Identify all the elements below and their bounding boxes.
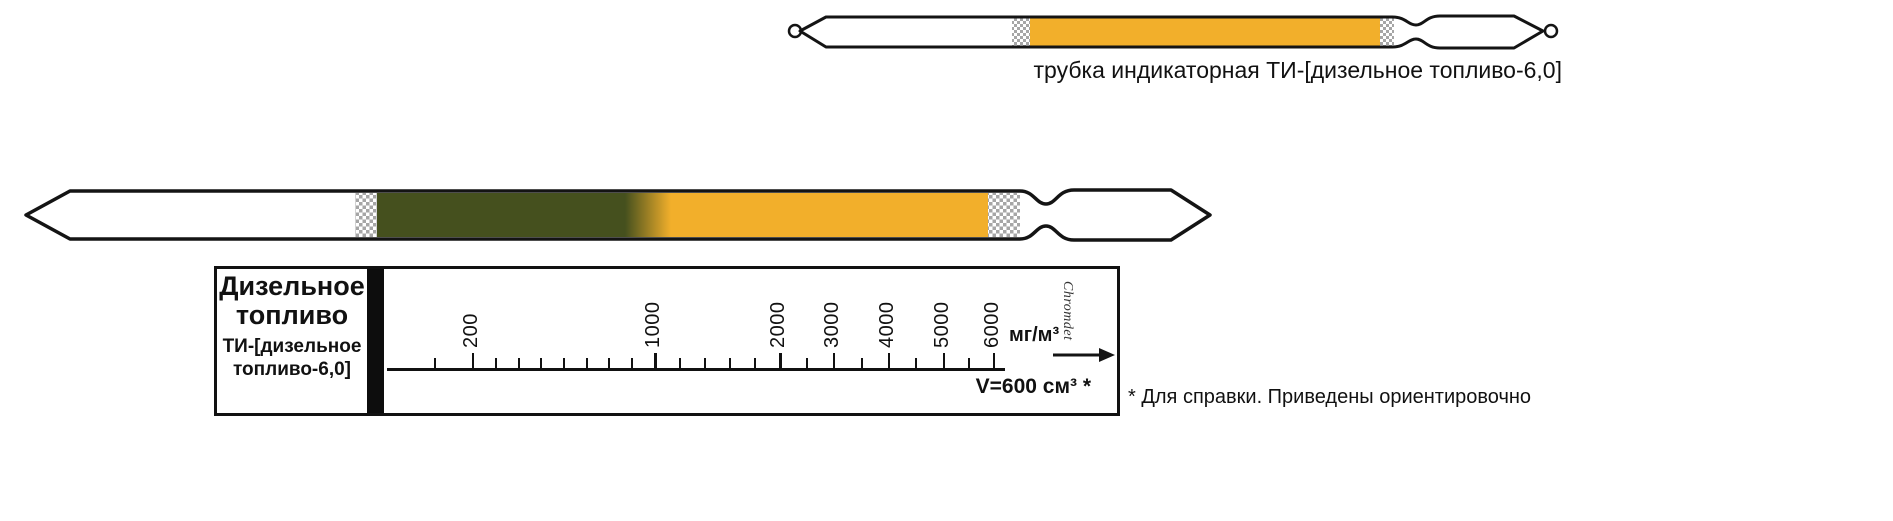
tube-reagent-fill [1030,18,1380,46]
watermark-text: Chromdet [1060,281,1075,341]
scale-tick [968,358,971,369]
scale-tick [678,358,681,369]
scale-tick [607,358,610,369]
scale-tick [992,353,996,369]
tube-model-line1: ТИ-[дизельное [222,336,362,358]
tube-transition-zone [625,193,671,237]
flow-direction-arrow-icon [1053,348,1115,362]
tube-outline [24,188,1212,242]
scale-tick-label: 3000 [820,301,843,349]
scale-tick [832,353,836,369]
scale-label-panel: Дизельное топливо ТИ-[дизельное топливо-… [217,269,367,413]
tube-wad [355,193,377,237]
scale-tick [654,353,657,369]
sample-volume-label: V=600 см³ * [975,375,1091,398]
scale-tick [753,358,756,369]
scale-tick-label: 4000 [875,301,898,349]
scale-tick [630,358,633,369]
scale-start-bar [367,269,384,413]
scale-tick [728,358,731,369]
scale-tick [586,358,589,369]
tube-right-tip [1543,23,1559,39]
tube-wad [1380,18,1394,46]
product-name-line2: топливо [235,299,349,330]
scale-tick-label: 1000 [642,301,665,349]
scale-tick [915,358,917,369]
scale-tick-label: 6000 [980,301,1003,349]
scale-tick [562,358,565,369]
indicator-tube-unused-drawing [787,14,1559,50]
indicator-tube-reacted-drawing [24,188,1212,242]
indicator-tube-unused-illustration [786,6,1561,56]
scale-tick [539,358,542,369]
scale-tick-label: 5000 [930,301,953,349]
scale-tick [704,358,707,369]
product-name-line1: Дизельное [219,271,365,301]
tube-reacted-zone [377,193,625,237]
top-tube-caption: трубка индикаторная ТИ-[дизельное топлив… [1033,57,1562,83]
scale-card: Дизельное топливо ТИ-[дизельное топливо-… [214,266,1120,416]
tube-model: ТИ-[дизельное топливо-6,0] [217,336,367,381]
scale-tick-label: 200 [459,313,482,348]
tube-wad [1012,18,1030,46]
scale-tick [779,353,782,369]
tube-outline [798,14,1545,50]
scale-tick [887,353,891,369]
tube-model-line2: топливо-6,0] [233,358,351,380]
scale-axis: 200 1000 2000 3000 4000 5000 6000 [387,277,1005,371]
scale-tick [518,358,521,369]
scale-tick [942,353,946,369]
scale-tick [806,358,809,369]
tube-wad [988,193,1020,237]
scale-tick-label: 2000 [767,301,790,349]
scale-tick [494,358,497,369]
tube-unreacted-zone [671,193,988,237]
scale-tick [434,358,437,369]
product-name: Дизельное топливо [217,272,367,329]
scale-tick [861,358,864,369]
footnote: * Для справки. Приведены ориентировочно [1128,386,1532,408]
scale-unit-label: мг/м³ [1009,324,1060,346]
indicator-tube-reacted-illustration [16,181,1221,251]
scale-tick [471,353,475,369]
